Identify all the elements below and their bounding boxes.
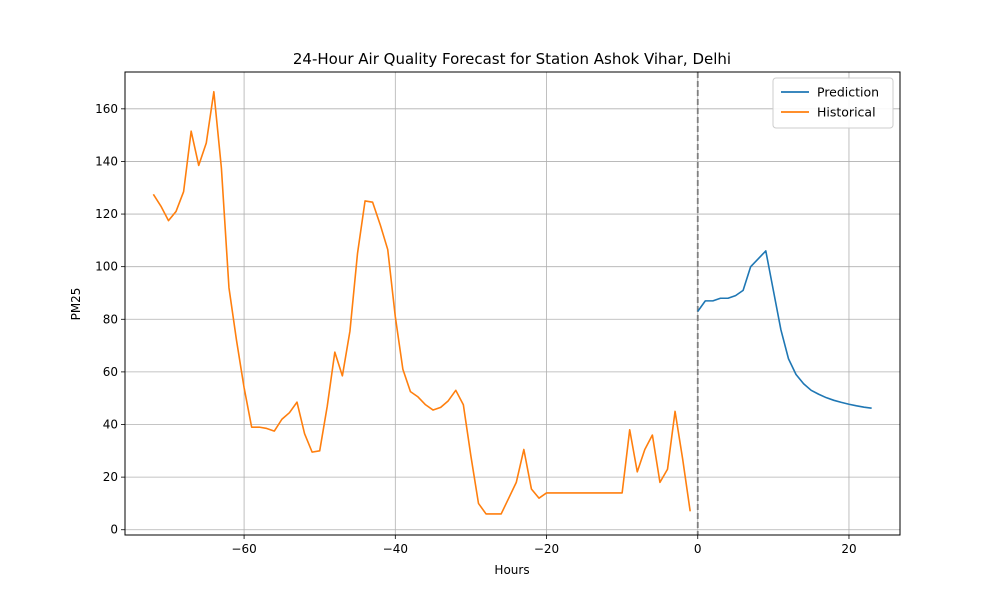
y-tick-label: 120 [95,207,118,221]
y-tick-label: 20 [103,470,118,484]
y-tick-label: 40 [103,418,118,432]
legend-label: Historical [817,105,876,120]
legend: Prediction Historical [772,77,894,129]
axis-ticks: −60 −40 −20 0 20 0 20 40 60 80 100 120 140 160 [95,102,857,556]
y-axis-label: PM25 [69,288,83,321]
y-tick-label: 160 [95,102,118,116]
legend-label: Prediction [817,85,879,100]
series-lines [152,90,872,515]
series-line-prediction [697,250,872,409]
x-tick-label: 20 [841,542,856,556]
x-tick-label: −60 [231,542,256,556]
grid-lines [125,72,900,535]
x-tick-label: 0 [694,542,702,556]
y-tick-label: 100 [95,260,118,274]
x-tick-label: −20 [534,542,559,556]
y-tick-label: 0 [110,523,118,537]
series-line-historical [152,90,691,515]
y-tick-label: 80 [103,312,118,326]
x-tick-label: −40 [383,542,408,556]
x-axis-label: Hours [494,563,529,577]
plot-frame [124,71,901,536]
legend-box [772,77,894,129]
y-tick-label: 60 [103,365,118,379]
chart-title: 24-Hour Air Quality Forecast for Station… [293,50,731,68]
y-tick-label: 140 [95,154,118,168]
